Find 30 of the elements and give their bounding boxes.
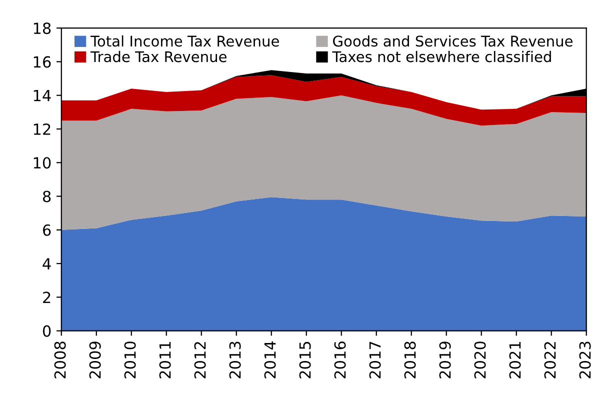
y-tick-label: 14	[34, 90, 51, 102]
y-tick-label: 16	[34, 56, 51, 68]
y-tick-label: 18	[34, 22, 51, 34]
y-tick-label: 12	[34, 123, 50, 135]
y-tick-label: 10	[34, 157, 51, 169]
x-tick-label: 2008	[54, 342, 66, 378]
x-tick-label: 2012	[194, 342, 206, 378]
x-tick-label: 2022	[544, 342, 556, 378]
y-tick-label: 6	[43, 224, 51, 236]
x-tick-label: 2010	[124, 342, 136, 378]
legend-label: Total Income Tax Revenue	[90, 35, 279, 47]
x-tick-label: 2014	[264, 341, 276, 378]
x-tick-label: 2013	[229, 342, 241, 378]
x-tick-label: 2020	[474, 342, 486, 378]
y-tick-label: 8	[42, 190, 51, 202]
legend-label: Goods and Services Tax Revenue	[333, 35, 573, 47]
x-tick-label: 2011	[159, 342, 171, 378]
x-tick-label: 2019	[439, 342, 451, 378]
x-tick-label: 2021	[509, 342, 521, 378]
x-tick-label: 2009	[89, 342, 101, 378]
x-tick-label: 2016	[334, 342, 346, 378]
x-tick-label: 2017	[369, 342, 381, 378]
x-tick-label: 2023	[579, 342, 591, 378]
legend-label: Trade Tax Revenue	[90, 50, 227, 62]
x-tick-label: 2018	[404, 342, 416, 378]
y-tick-label: 2	[43, 292, 50, 303]
legend-label: Taxes not elsewhere classified	[332, 50, 551, 62]
y-tick-label: 4	[42, 258, 51, 270]
y-tick-label: 0	[42, 325, 51, 337]
x-tick-label: 2015	[299, 342, 311, 378]
